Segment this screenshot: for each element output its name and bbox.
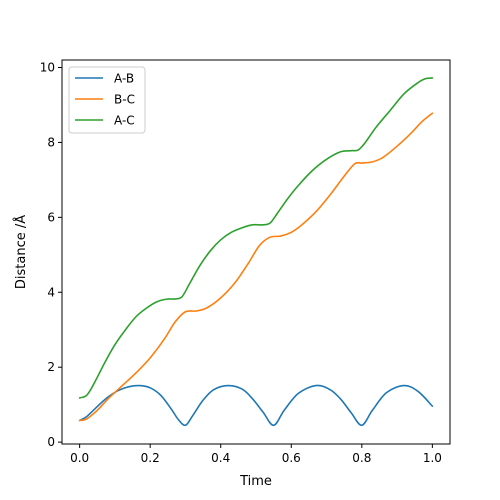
x-tick-label: 0.2 bbox=[141, 451, 160, 465]
y-tick-label: 10 bbox=[40, 60, 55, 74]
series-line-a-c bbox=[78, 77, 434, 399]
x-tick-label: 1.0 bbox=[423, 451, 442, 465]
y-tick-label: 6 bbox=[47, 210, 55, 224]
series-line-a-b bbox=[78, 384, 434, 427]
x-axis-ticks: 0.0 0.2 0.4 0.6 0.8 1.0 bbox=[70, 444, 442, 465]
legend: A-B B-C A-C bbox=[68, 66, 146, 134]
y-axis-label: Distance /Å bbox=[13, 215, 29, 289]
x-tick-label: 0.0 bbox=[70, 451, 89, 465]
series-layer bbox=[78, 77, 434, 427]
legend-box bbox=[68, 66, 146, 134]
y-tick-label: 8 bbox=[47, 135, 55, 149]
x-axis-label: Time bbox=[239, 474, 272, 489]
legend-label: A-B bbox=[114, 72, 134, 86]
x-tick-label: 0.4 bbox=[211, 451, 230, 465]
legend-label: B-C bbox=[114, 93, 135, 107]
series-line-b-c bbox=[78, 112, 434, 422]
y-tick-label: 4 bbox=[47, 285, 55, 299]
plot-area-frame bbox=[61, 59, 451, 445]
x-tick-label: 0.6 bbox=[282, 451, 301, 465]
y-axis-ticks: 0 2 4 6 8 10 bbox=[40, 60, 62, 449]
y-tick-label: 0 bbox=[47, 435, 55, 449]
x-tick-label: 0.8 bbox=[352, 451, 371, 465]
y-tick-label: 2 bbox=[47, 360, 55, 374]
legend-label: A-C bbox=[114, 114, 135, 128]
